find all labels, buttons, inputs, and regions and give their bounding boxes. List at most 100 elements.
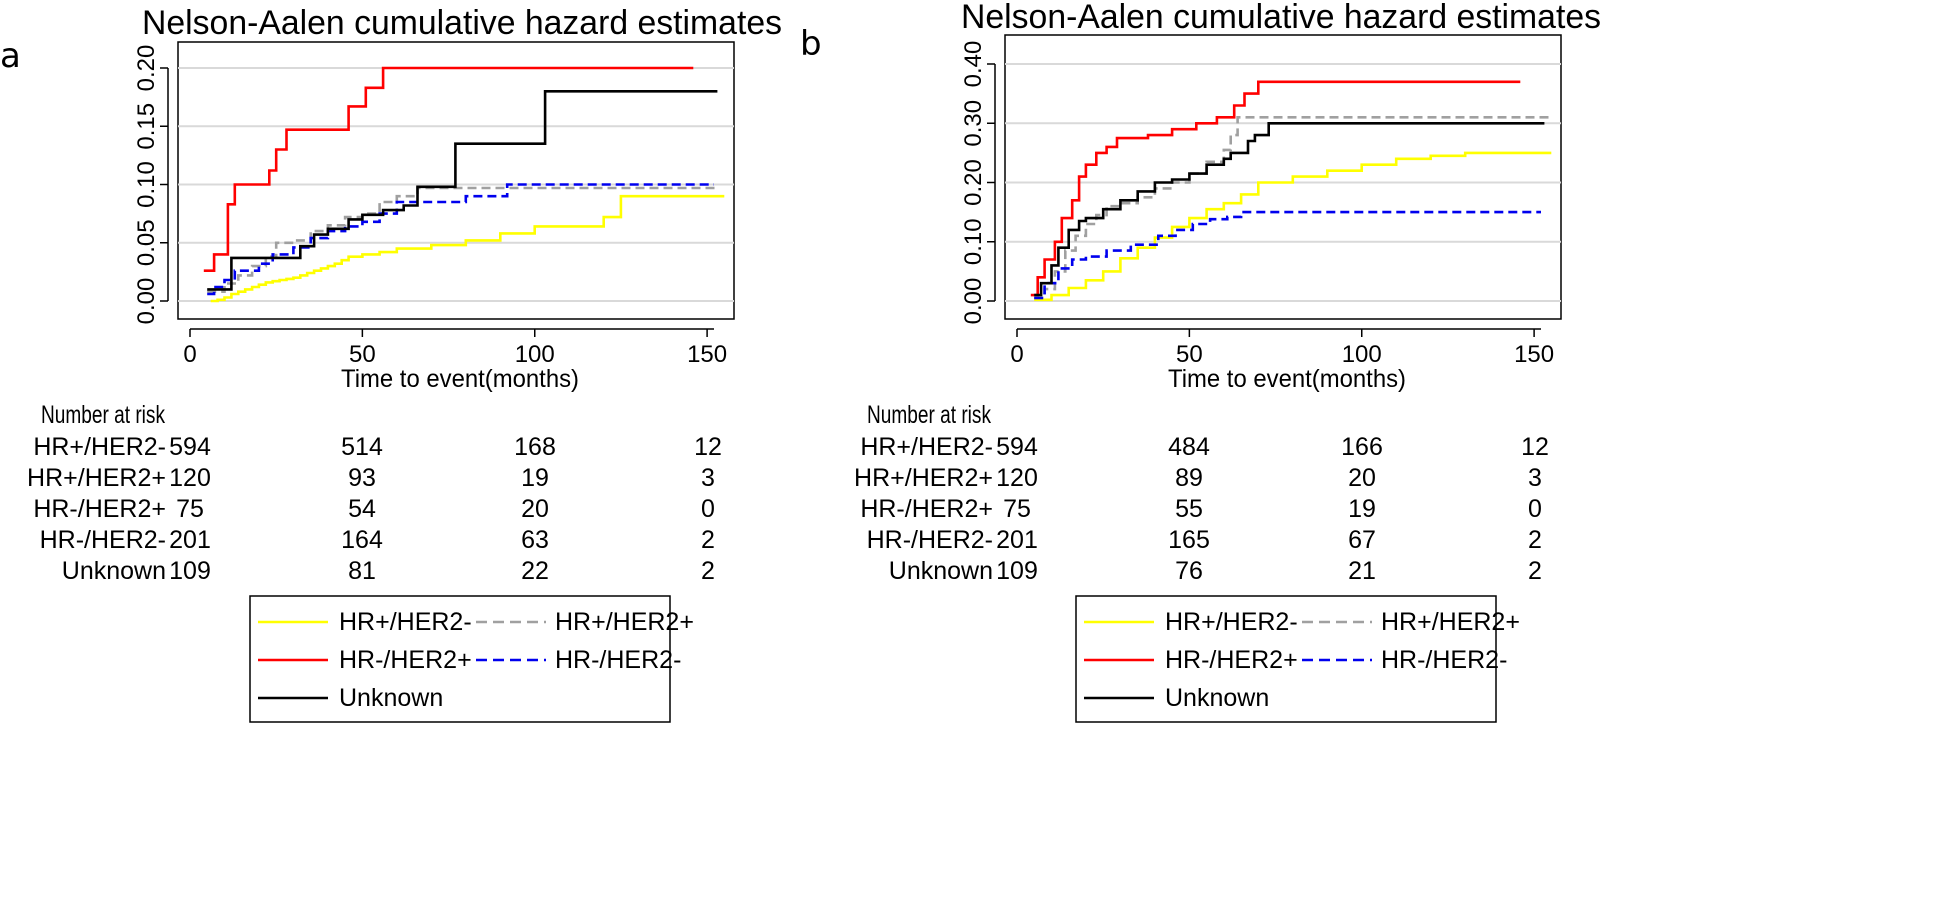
- risk-value-b-2-1: 55: [1175, 495, 1203, 523]
- chart-title-b: Nelson-Aalen cumulative hazard estimates: [961, 0, 1601, 36]
- series-line-a-hr-her2-: [210, 194, 725, 303]
- risk-value-a-4-3: 2: [701, 557, 715, 585]
- legend-a: HR+/HER2- HR+/HER2+ HR-/HER2+ HR-/HER2- …: [249, 595, 694, 723]
- x-tick-label-a-0: 0: [183, 341, 196, 368]
- risk-value-a-4-0: 109: [169, 557, 211, 585]
- risk-row-b-4: Unknown 109 76 21 2: [889, 557, 1542, 585]
- risk-label-a-4: Unknown: [62, 557, 166, 585]
- series-line-b-hr-her2-: [1034, 151, 1552, 302]
- series-line-a-unknown: [207, 90, 718, 291]
- risk-value-a-1-3: 3: [701, 464, 715, 492]
- x-tick-label-b-3: 150: [1514, 341, 1554, 368]
- risk-row-a-2: HR-/HER2+ 75 54 20 0: [33, 495, 715, 523]
- risk-value-a-3-1: 164: [341, 526, 383, 554]
- risk-value-b-0-3: 12: [1521, 433, 1549, 461]
- y-tick-label-a-4: 0.20: [133, 45, 160, 92]
- risk-label-a-1: HR+/HER2+: [27, 464, 166, 492]
- x-tick-label-a-2: 100: [515, 341, 555, 368]
- y-tick-label-b-2: 0.20: [960, 159, 987, 206]
- y-tick-label-a-3: 0.15: [133, 103, 160, 150]
- y-tick-label-b-4: 0.40: [960, 41, 987, 88]
- risk-value-b-4-1: 76: [1175, 557, 1203, 585]
- series-line-b-hr-her2-: [1030, 80, 1521, 297]
- x-axis-label-a: Time to event(months): [341, 365, 579, 393]
- risk-value-b-1-0: 120: [996, 464, 1038, 492]
- legend-label-a-4: Unknown: [339, 684, 443, 712]
- risk-row-b-0: HR+/HER2- 594 484 166 12: [860, 433, 1549, 461]
- risk-label-b-2: HR-/HER2+: [860, 495, 993, 523]
- series-group-a: [203, 66, 725, 303]
- risk-label-b-1: HR+/HER2+: [854, 464, 993, 492]
- panel-b: b Nelson-Aalen cumulative hazard estimat…: [800, 0, 1601, 723]
- plot-frame-a: [177, 41, 735, 320]
- risk-value-a-1-0: 120: [169, 464, 211, 492]
- series-group-b: [1030, 80, 1552, 302]
- series-line-a-hr-her2-: [207, 183, 714, 296]
- risk-row-b-3: HR-/HER2- 201 165 67 2: [867, 526, 1542, 554]
- series-line-b-hr-her2-: [1034, 210, 1541, 300]
- risk-value-a-0-0: 594: [169, 433, 211, 461]
- series-line-b-unknown: [1034, 122, 1545, 297]
- legend-label-b-2: HR-/HER2+: [1165, 646, 1298, 674]
- risk-label-a-2: HR-/HER2+: [33, 495, 166, 523]
- risk-value-b-1-3: 3: [1528, 464, 1542, 492]
- y-tick-label-b-3: 0.30: [960, 100, 987, 147]
- y-tick-label-b-1: 0.10: [960, 218, 987, 265]
- risk-value-b-3-2: 67: [1348, 526, 1376, 554]
- x-tick-label-b-0: 0: [1010, 341, 1023, 368]
- y-tick-label-a-0: 0.00: [133, 278, 160, 325]
- x-tick-label-a-1: 50: [349, 341, 376, 368]
- risk-value-a-3-3: 2: [701, 526, 715, 554]
- risk-value-a-3-2: 63: [521, 526, 549, 554]
- risk-value-b-4-0: 109: [996, 557, 1038, 585]
- series-line-a-hr-her2-: [203, 66, 694, 272]
- risk-value-a-0-2: 168: [514, 433, 556, 461]
- legend-label-b-0: HR+/HER2-: [1165, 608, 1298, 636]
- risk-value-b-4-2: 21: [1348, 557, 1376, 585]
- risk-value-a-2-0: 75: [176, 495, 204, 523]
- risk-label-b-0: HR+/HER2-: [860, 433, 993, 461]
- risk-label-b-3: HR-/HER2-: [867, 526, 993, 554]
- plot-frame-b: [1004, 34, 1562, 320]
- risk-value-b-2-3: 0: [1528, 495, 1542, 523]
- panel-label-b: b: [800, 24, 822, 64]
- y-tick-label-a-1: 0.05: [133, 219, 160, 266]
- risk-value-b-0-1: 484: [1168, 433, 1210, 461]
- risk-header-a: Number at risk: [41, 401, 165, 429]
- risk-value-b-1-2: 20: [1348, 464, 1376, 492]
- risk-value-b-0-2: 166: [1341, 433, 1383, 461]
- risk-value-b-3-3: 2: [1528, 526, 1542, 554]
- risk-row-b-1: HR+/HER2+ 120 89 20 3: [854, 464, 1542, 492]
- x-tick-label-a-3: 150: [687, 341, 727, 368]
- risk-value-b-2-2: 19: [1348, 495, 1376, 523]
- legend-b: HR+/HER2- HR+/HER2+ HR-/HER2+ HR-/HER2- …: [1075, 595, 1520, 723]
- risk-label-b-4: Unknown: [889, 557, 993, 585]
- risk-value-a-2-3: 0: [701, 495, 715, 523]
- risk-value-a-4-2: 22: [521, 557, 549, 585]
- risk-value-a-1-2: 19: [521, 464, 549, 492]
- risk-label-a-0: HR+/HER2-: [33, 433, 166, 461]
- x-tick-label-b-1: 50: [1176, 341, 1203, 368]
- panel-label-a: a: [0, 36, 21, 76]
- risk-value-a-2-1: 54: [348, 495, 376, 523]
- legend-label-b-4: Unknown: [1165, 684, 1269, 712]
- chart-title-a: Nelson-Aalen cumulative hazard estimates: [142, 4, 782, 42]
- x-axis-label-b: Time to event(months): [1168, 365, 1406, 393]
- risk-value-a-3-0: 201: [169, 526, 211, 554]
- risk-value-b-3-1: 165: [1168, 526, 1210, 554]
- risk-label-a-3: HR-/HER2-: [40, 526, 166, 554]
- risk-value-b-0-0: 594: [996, 433, 1038, 461]
- risk-value-a-4-1: 81: [348, 557, 376, 585]
- risk-row-b-2: HR-/HER2+ 75 55 19 0: [860, 495, 1542, 523]
- y-tick-label-b-0: 0.00: [960, 278, 987, 325]
- risk-row-a-3: HR-/HER2- 201 164 63 2: [40, 526, 715, 554]
- legend-label-a-2: HR-/HER2+: [339, 646, 472, 674]
- series-line-b-hr-her2-: [1034, 116, 1552, 300]
- risk-value-b-2-0: 75: [1003, 495, 1031, 523]
- legend-label-b-1: HR+/HER2+: [1381, 608, 1520, 636]
- legend-label-a-0: HR+/HER2-: [339, 608, 472, 636]
- risk-value-a-1-1: 93: [348, 464, 376, 492]
- risk-value-b-3-0: 201: [996, 526, 1038, 554]
- y-tick-label-a-2: 0.10: [133, 161, 160, 208]
